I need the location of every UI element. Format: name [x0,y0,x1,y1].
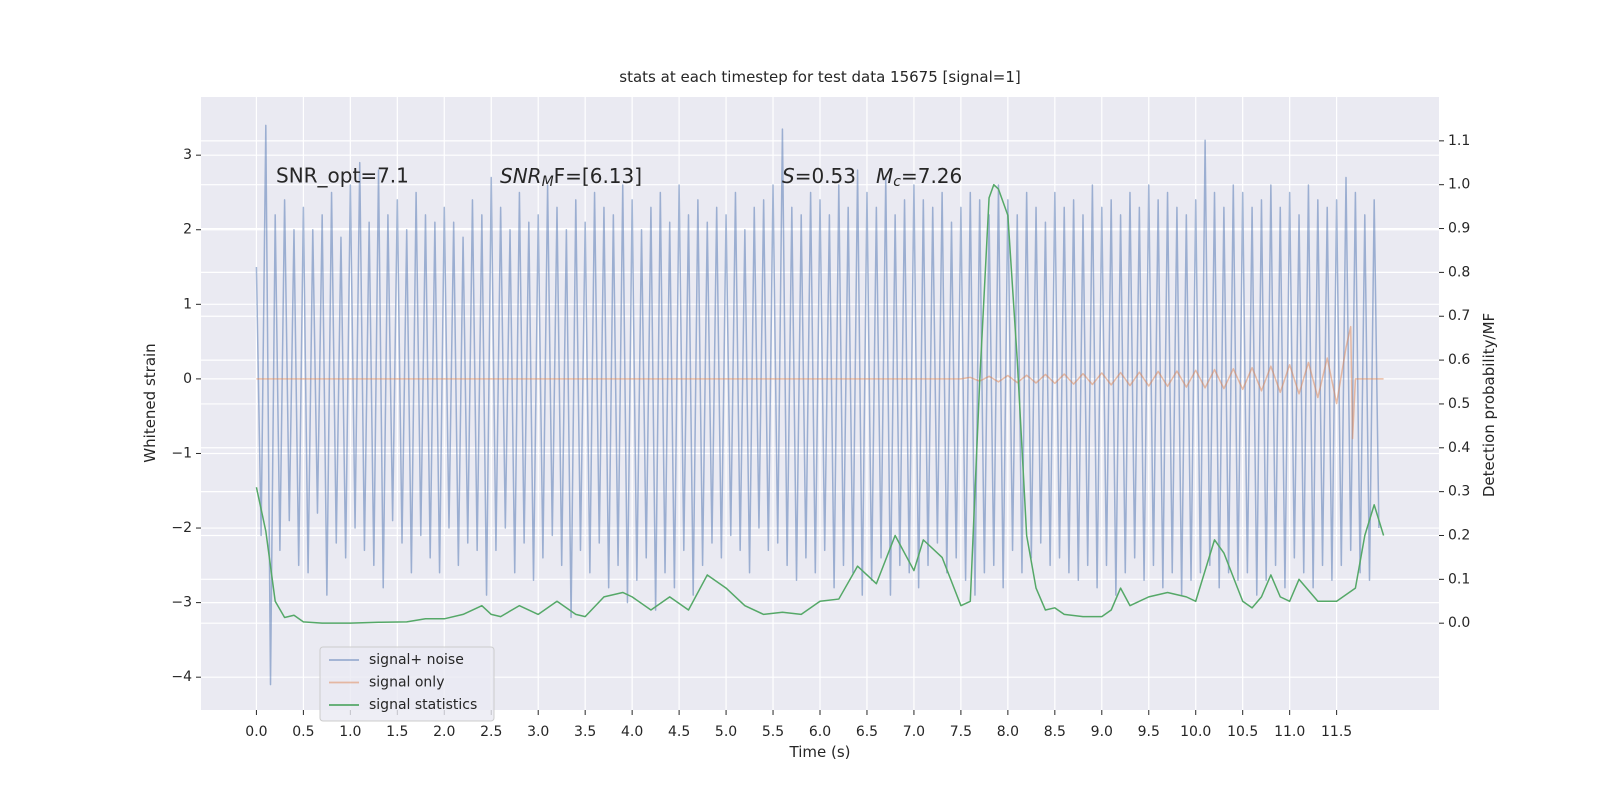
annotation: SNR_opt=7.1 [276,164,409,188]
x-tick-label: 6.5 [856,724,878,740]
y-axis-label: Whitened strain [141,343,159,462]
x-tick-label: 5.0 [715,724,737,740]
annotation-part: M [876,164,893,188]
x-tick-label: 2.5 [480,724,502,740]
annotation-part: M [542,174,554,190]
y2-tick-label: 0.0 [1448,615,1470,631]
x-tick-label: 1.5 [386,724,408,740]
legend-label: signal statistics [369,697,477,713]
x-tick-label: 11.0 [1274,724,1305,740]
y2-axis-label: Detection probability/MF [1480,313,1498,497]
y-tick-label: 0 [183,371,192,387]
x-tick-label: 0.0 [245,724,267,740]
x-tick-label: 9.5 [1138,724,1160,740]
series-line [256,325,1384,440]
x-axis-label: Time (s) [789,743,851,761]
y2-tick-label: 0.4 [1448,440,1470,456]
x-tick-label: 5.5 [762,724,784,740]
y-tick-label: 2 [183,222,192,238]
x-tick-label: 8.0 [997,724,1019,740]
y2-tick-label: 0.1 [1448,571,1470,587]
x-tick-label: 3.0 [527,724,549,740]
x-tick-label: 2.0 [433,724,455,740]
y2-tick-label: 0.8 [1448,264,1470,280]
chart-title: stats at each timestep for test data 156… [619,68,1020,86]
ticks: 0.0 0.5 1.0 1.5 2.0 2.5 3.0 3.5 4.0 4.5 5.0 5.5 6.0 6… [171,133,1470,740]
x-tick-label: 4.5 [668,724,690,740]
annotation-part: c [893,174,901,190]
legend-label: signal only [369,675,444,691]
x-tick-label: 7.0 [903,724,925,740]
legend-box [319,646,495,722]
x-tick-label: 11.5 [1321,724,1352,740]
y2-tick-label: 0.7 [1448,308,1470,324]
y-tick-label: −2 [171,520,192,536]
y2-tick-label: 0.6 [1448,352,1470,368]
y2-tick-label: 0.9 [1448,221,1470,237]
x-tick-label: 7.5 [950,724,972,740]
y2-tick-label: 0.2 [1448,527,1470,543]
y-tick-label: −3 [171,595,192,611]
y2-tick-label: 0.3 [1448,484,1470,500]
series-line [255,124,1380,686]
x-tick-label: 4.0 [621,724,643,740]
annotation: SNRMF=[6.13] [500,164,642,191]
x-tick-label: 1.0 [339,724,361,740]
series-line [255,183,1385,624]
plot-lines [255,124,1385,686]
y2-tick-label: 1.1 [1448,133,1470,149]
x-tick-label: 8.5 [1044,724,1066,740]
y-tick-label: −1 [171,445,192,461]
x-tick-label: 10.0 [1180,724,1211,740]
y-tick-label: 3 [183,147,192,163]
y-tick-label: 1 [183,296,192,312]
annotation-part: S [782,164,795,188]
annotation: Mc=7.26 [876,164,962,191]
annotation-part: =0.53 [795,164,856,188]
annotation-part: F=[6.13] [554,164,642,188]
x-tick-label: 3.5 [574,724,596,740]
annotation-part: =7.26 [901,164,962,188]
x-tick-label: 0.5 [292,724,314,740]
x-tick-label: 10.5 [1227,724,1258,740]
legend-label: signal+ noise [369,652,464,668]
annotation-part: SNR [500,164,542,188]
annotations: SNR_opt=7.1 SNRMF=[6.13] S=0.53 Mc=7.26 [276,164,962,191]
x-tick-label: 6.0 [809,724,831,740]
annotation: S=0.53 [782,164,856,188]
x-tick-label: 9.0 [1091,724,1113,740]
y-tick-label: −4 [171,669,192,685]
legend: signal+ noise signal only signal statistic… [319,646,495,722]
y2-tick-label: 0.5 [1448,396,1470,412]
y2-tick-label: 1.0 [1448,177,1470,193]
